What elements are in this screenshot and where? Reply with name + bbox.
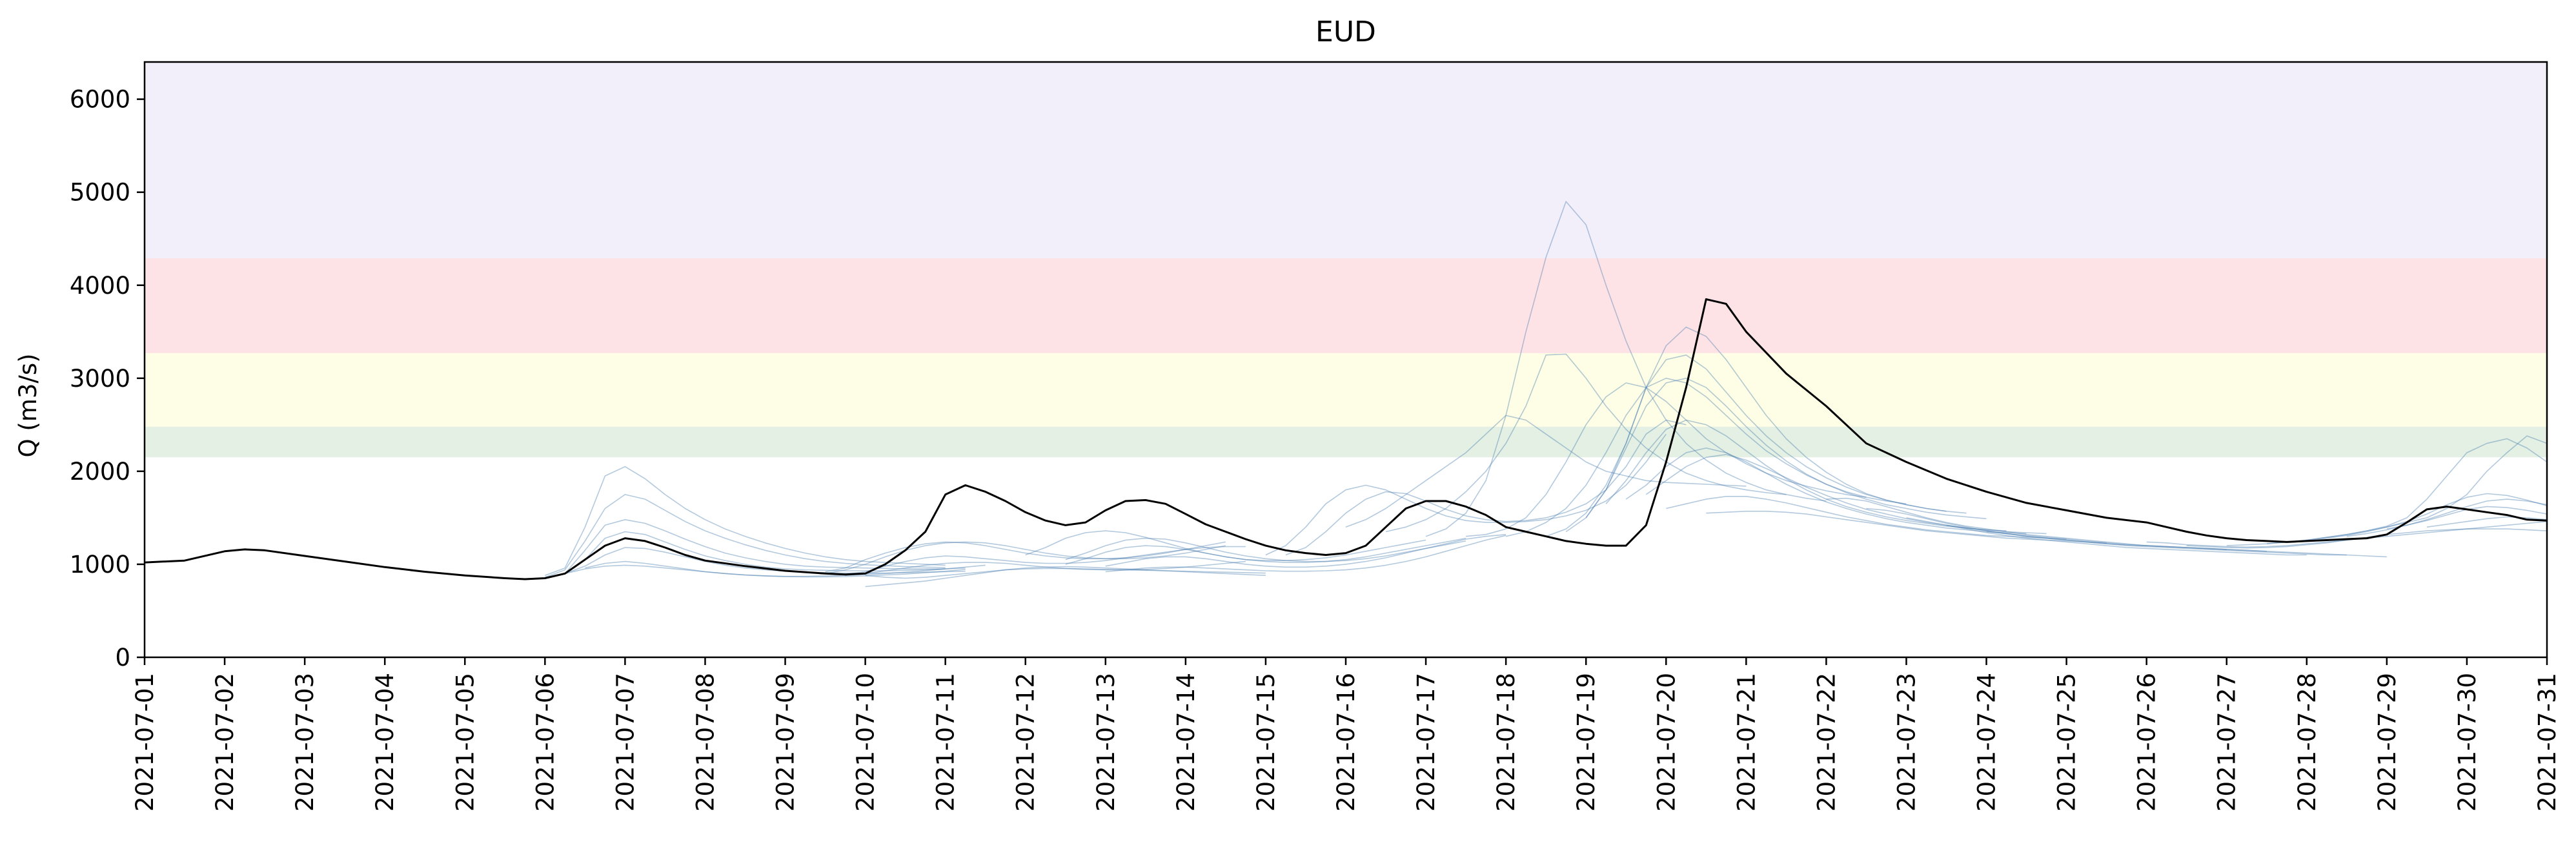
x-tick-label: 2021-07-22: [1812, 673, 1840, 812]
x-tick-label: 2021-07-29: [2373, 673, 2401, 812]
forecast-line-35: [1906, 517, 2307, 556]
observed-series: [145, 298, 2547, 580]
x-tick-label: 2021-07-30: [2453, 673, 2481, 812]
forecast-line-37: [1986, 531, 2387, 558]
x-tick-label: 2021-07-28: [2293, 673, 2321, 812]
x-tick-label: 2021-07-03: [291, 673, 319, 812]
x-tick-label: 2021-07-06: [531, 673, 559, 812]
x-tick-label: 2021-07-20: [1652, 673, 1680, 812]
forecast-line-24: [1505, 377, 1907, 537]
y-tick-label: 4000: [70, 272, 130, 300]
forecast-line-36: [1946, 524, 2347, 556]
y-tick-label: 6000: [70, 86, 130, 114]
y-tick-label: 3000: [70, 365, 130, 393]
y-axis: 0 1000 2000 3000 4000 5000 6000: [70, 86, 145, 672]
forecast-line-15: [1065, 537, 1466, 565]
x-tick-label: 2021-07-02: [211, 673, 239, 812]
chart-title: EUD: [1315, 15, 1376, 48]
x-tick-label: 2021-07-19: [1572, 673, 1600, 812]
x-tick-label: 2021-07-21: [1732, 673, 1760, 812]
threshold-band-0: [145, 426, 2547, 458]
x-tick-label: 2021-07-23: [1893, 673, 1921, 812]
threshold-bands: [145, 62, 2547, 458]
x-tick-label: 2021-07-10: [852, 673, 880, 812]
forecast-line-13: [1025, 530, 1426, 562]
forecast-ensemble: [545, 201, 2547, 588]
x-tick-label: 2021-07-07: [611, 673, 639, 812]
forecast-line-41: [2266, 435, 2547, 544]
forecast-line-45: [2426, 516, 2547, 528]
forecast-line-3: [564, 531, 966, 574]
y-tick-label: 0: [115, 644, 130, 672]
x-tick-label: 2021-07-16: [1332, 673, 1360, 812]
forecast-line-44: [2386, 506, 2547, 529]
x-tick-label: 2021-07-13: [1092, 673, 1120, 812]
y-tick-label: 1000: [70, 551, 130, 579]
x-tick-label: 2021-07-11: [932, 673, 960, 812]
forecast-line-30: [1645, 454, 2047, 535]
forecast-line-28: [1605, 419, 2007, 531]
x-tick-label: 2021-07-18: [1492, 673, 1520, 812]
forecast-line-17: [1105, 535, 1506, 573]
forecast-line-8: [825, 541, 1226, 575]
forecast-line-42: [2306, 493, 2547, 542]
x-tick-label: 2021-07-26: [2133, 673, 2161, 812]
threshold-band-2: [145, 258, 2547, 353]
x-tick-label: 2021-07-12: [1012, 673, 1040, 812]
forecast-line-1: [545, 494, 946, 578]
forecast-line-19: [1285, 419, 1687, 556]
forecast-line-18: [1265, 433, 1667, 556]
y-axis-label: Q (m3/s): [14, 353, 42, 457]
x-tick-label: 2021-07-25: [2053, 673, 2081, 812]
x-axis: 2021-07-01 2021-07-02 2021-07-03 2021-07-04…: [131, 657, 2561, 812]
x-tick-label: 2021-07-24: [1973, 673, 2001, 812]
forecast-line-34: [1866, 508, 2267, 552]
forecast-line-33: [1826, 497, 2227, 550]
forecast-line-11: [865, 568, 1266, 579]
x-tick-label: 2021-07-08: [692, 673, 720, 812]
forecast-line-10: [845, 560, 1246, 576]
forecast-line-5: [585, 560, 986, 577]
x-tick-label: 2021-07-15: [1252, 673, 1280, 812]
x-tick-label: 2021-07-14: [1172, 673, 1200, 812]
x-tick-label: 2021-07-27: [2213, 673, 2241, 812]
forecast-line-31: [1666, 495, 2067, 540]
forecast-line-43: [2346, 498, 2547, 537]
forecast-line-16: [1105, 534, 1506, 568]
forecast-line-26: [1565, 354, 1967, 533]
forecast-line-6: [565, 564, 966, 578]
forecast-line-14: [1065, 537, 1466, 562]
forecast-line-0: [545, 466, 946, 576]
forecast-line-12: [865, 566, 1266, 588]
forecast-line-4: [565, 547, 966, 575]
y-tick-label: 2000: [70, 458, 130, 486]
x-tick-label: 2021-07-04: [371, 673, 399, 812]
forecast-line-23: [1466, 382, 1867, 537]
threshold-band-3: [145, 62, 2547, 258]
x-tick-label: 2021-07-01: [131, 673, 159, 812]
x-tick-label: 2021-07-09: [772, 673, 800, 812]
forecast-line-32: [1706, 510, 2107, 544]
forecast-line-20: [1345, 415, 1747, 528]
forecast-line-22: [1425, 201, 1827, 537]
forecast-line-27: [1585, 377, 1987, 520]
forecast-line-25: [1545, 326, 1947, 537]
observed-line: [145, 298, 2547, 580]
x-tick-label: 2021-07-31: [2533, 673, 2561, 812]
forecast-line-9: [845, 546, 1246, 575]
forecast-line-29: [1625, 447, 2027, 535]
threshold-band-1: [145, 353, 2547, 427]
x-tick-label: 2021-07-05: [451, 673, 479, 812]
forecast-line-7: [825, 541, 1226, 573]
y-tick-label: 5000: [70, 179, 130, 207]
x-tick-label: 2021-07-17: [1412, 673, 1440, 812]
